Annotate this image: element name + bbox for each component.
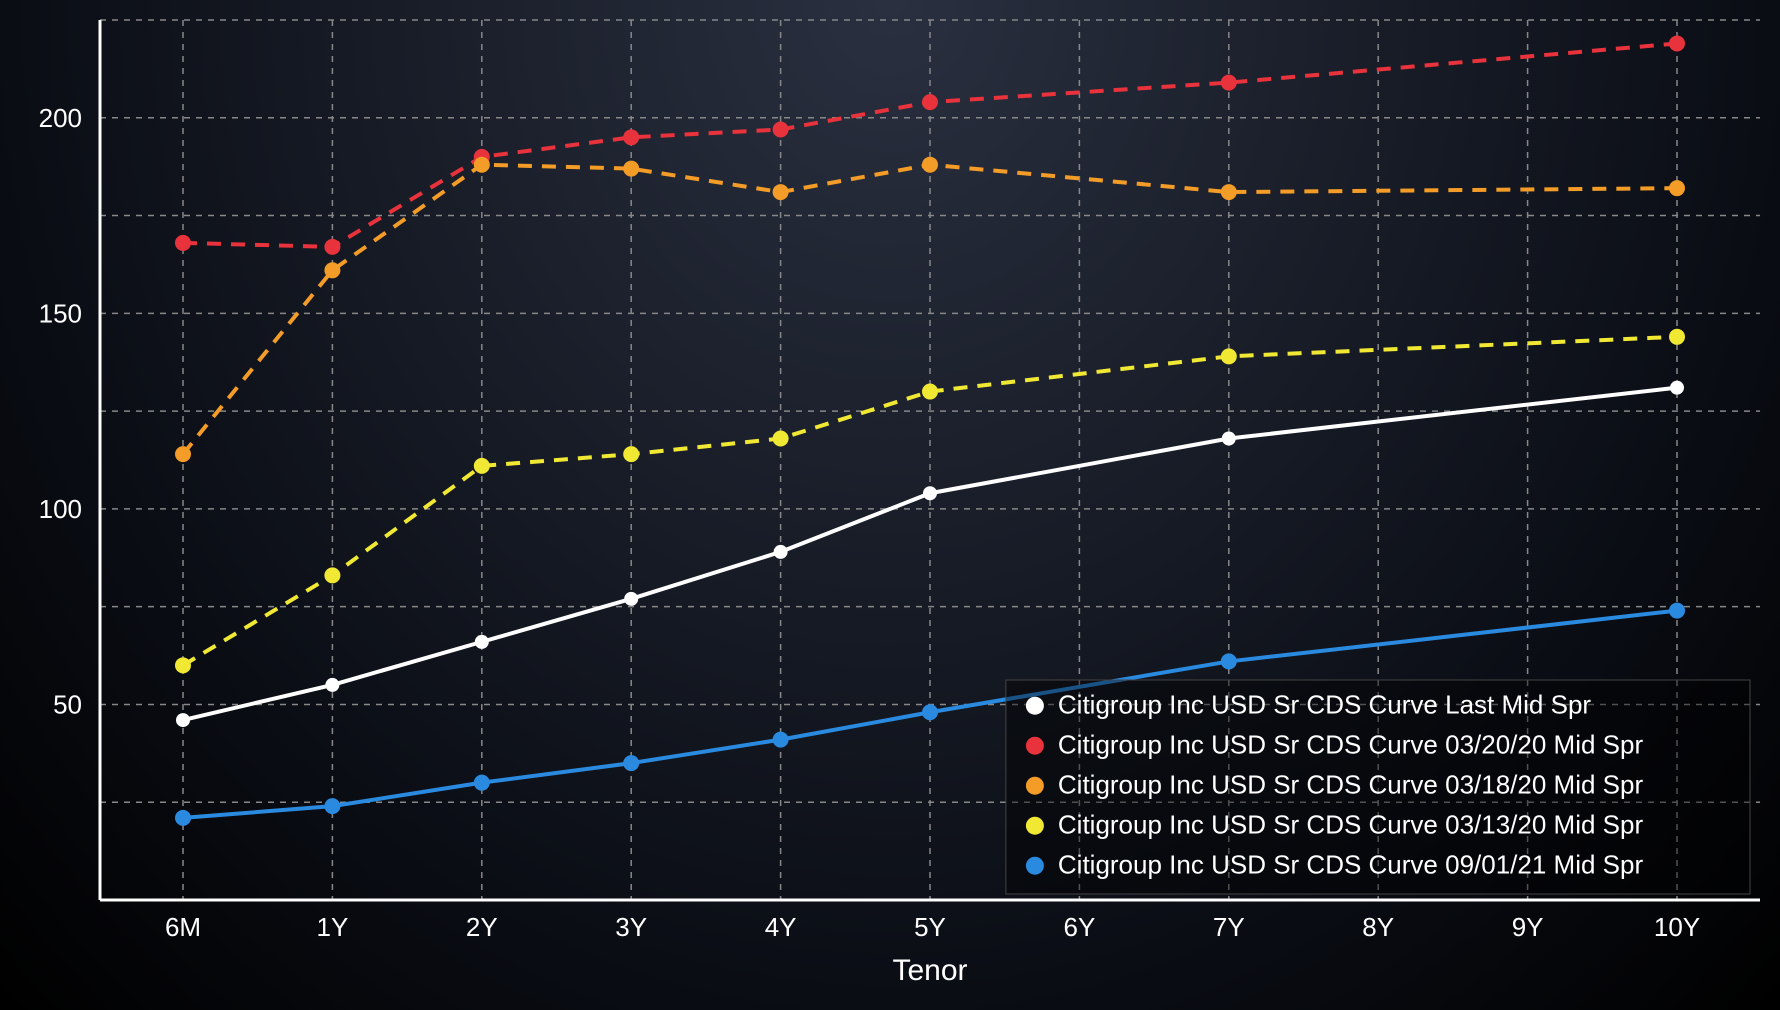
x-tick-label: 8Y <box>1362 912 1394 942</box>
y-tick-label: 50 <box>53 689 82 719</box>
series-marker-d20210901 <box>1221 653 1237 669</box>
series-marker-d20210901 <box>1669 603 1685 619</box>
series-marker-d20200318 <box>1669 180 1685 196</box>
series-marker-d20200320 <box>324 239 340 255</box>
series-marker-d20200318 <box>1221 184 1237 200</box>
series-marker-d20200318 <box>474 157 490 173</box>
x-tick-label: 3Y <box>615 912 647 942</box>
series-marker-last <box>774 545 788 559</box>
series-marker-d20210901 <box>474 775 490 791</box>
x-tick-label: 7Y <box>1213 912 1245 942</box>
series-marker-d20200313 <box>175 657 191 673</box>
x-tick-label: 6M <box>165 912 201 942</box>
series-marker-d20200313 <box>1669 329 1685 345</box>
legend-label: Citigroup Inc USD Sr CDS Curve 03/13/20 … <box>1058 810 1644 840</box>
legend-label: Citigroup Inc USD Sr CDS Curve 03/18/20 … <box>1058 770 1644 800</box>
series-marker-d20200313 <box>773 430 789 446</box>
x-tick-label: 1Y <box>316 912 348 942</box>
series-marker-d20210901 <box>773 732 789 748</box>
x-tick-label: 9Y <box>1512 912 1544 942</box>
series-marker-d20200318 <box>324 262 340 278</box>
series-marker-last <box>1222 431 1236 445</box>
series-marker-d20200313 <box>1221 348 1237 364</box>
series-marker-last <box>325 678 339 692</box>
series-marker-last <box>475 635 489 649</box>
legend-label: Citigroup Inc USD Sr CDS Curve 09/01/21 … <box>1058 850 1644 880</box>
series-marker-d20200318 <box>623 161 639 177</box>
series-marker-d20210901 <box>175 810 191 826</box>
series-marker-last <box>624 592 638 606</box>
legend-marker <box>1026 777 1044 795</box>
series-marker-d20200320 <box>773 122 789 138</box>
series-marker-d20200318 <box>922 157 938 173</box>
legend-marker <box>1026 817 1044 835</box>
y-tick-label: 150 <box>39 298 82 328</box>
series-marker-d20200320 <box>175 235 191 251</box>
x-tick-label: 2Y <box>466 912 498 942</box>
legend-label: Citigroup Inc USD Sr CDS Curve Last Mid … <box>1058 690 1592 720</box>
series-marker-d20200320 <box>623 129 639 145</box>
series-marker-d20200313 <box>324 567 340 583</box>
y-tick-label: 100 <box>39 494 82 524</box>
series-marker-d20200313 <box>623 446 639 462</box>
legend-label: Citigroup Inc USD Sr CDS Curve 03/20/20 … <box>1058 730 1644 760</box>
series-marker-d20200320 <box>922 94 938 110</box>
series-marker-last <box>1670 381 1684 395</box>
y-tick-label: 200 <box>39 103 82 133</box>
series-marker-d20200318 <box>175 446 191 462</box>
series-marker-d20200313 <box>474 458 490 474</box>
legend-marker <box>1026 737 1044 755</box>
series-marker-d20200320 <box>1669 35 1685 51</box>
series-marker-d20210901 <box>324 798 340 814</box>
x-tick-label: 10Y <box>1654 912 1700 942</box>
series-marker-d20210901 <box>922 704 938 720</box>
series-marker-d20200313 <box>922 384 938 400</box>
x-tick-label: 4Y <box>765 912 797 942</box>
x-tick-label: 6Y <box>1063 912 1095 942</box>
series-marker-d20210901 <box>623 755 639 771</box>
legend: Citigroup Inc USD Sr CDS Curve Last Mid … <box>1006 680 1750 894</box>
series-marker-last <box>176 713 190 727</box>
series-marker-last <box>923 486 937 500</box>
x-tick-label: 5Y <box>914 912 946 942</box>
series-marker-d20200320 <box>1221 75 1237 91</box>
chart-svg: 50 100 150 200 6M 1Y 2Y 3Y 4Y 5Y 6Y 7Y 8Y 9Y 10Y Tenor C… <box>0 0 1780 1010</box>
legend-marker <box>1026 697 1044 715</box>
cds-curve-chart: 50 100 150 200 6M 1Y 2Y 3Y 4Y 5Y 6Y 7Y 8Y 9Y 10Y Tenor C… <box>0 0 1780 1010</box>
legend-marker <box>1026 857 1044 875</box>
series-marker-d20200318 <box>773 184 789 200</box>
x-axis-label: Tenor <box>892 954 967 987</box>
